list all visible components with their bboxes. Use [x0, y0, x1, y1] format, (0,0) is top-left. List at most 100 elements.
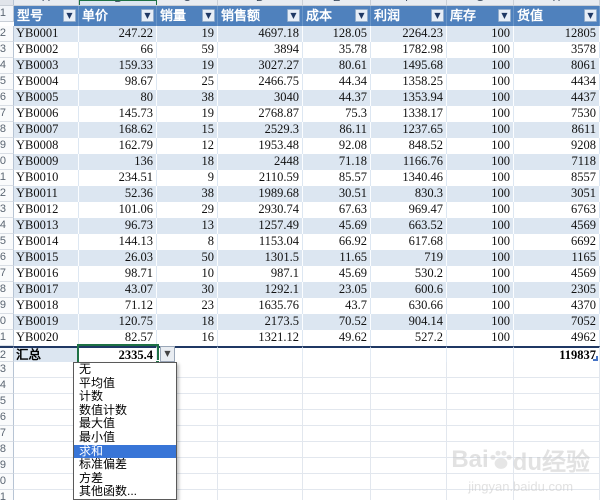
row-number-21[interactable]: 21 — [0, 330, 14, 346]
empty-cell[interactable] — [303, 458, 371, 474]
dropdown-option-无[interactable]: 无 — [79, 363, 92, 376]
cell-sales_revenue[interactable]: 2529.3 — [218, 122, 303, 138]
row-number-25[interactable]: 25 — [0, 394, 14, 410]
cell-sales_qty[interactable]: 30 — [157, 282, 218, 298]
filter-button-stock[interactable]: ▼ — [498, 9, 511, 22]
cell-unit_price[interactable]: 120.75 — [79, 314, 157, 330]
cell-profit[interactable]: 630.66 — [371, 298, 447, 314]
cell-unit_price[interactable]: 96.73 — [79, 218, 157, 234]
cell-model[interactable]: YB0007 — [14, 122, 79, 138]
filter-button-sales_qty[interactable]: ▼ — [202, 9, 215, 22]
row-number-18[interactable]: 18 — [0, 282, 14, 298]
summary-cell[interactable] — [447, 346, 514, 362]
empty-cell[interactable] — [303, 426, 371, 442]
row-number-28[interactable]: 28 — [0, 442, 14, 458]
cell-sales_revenue[interactable]: 2466.75 — [218, 74, 303, 90]
cell-model[interactable]: YB0011 — [14, 186, 79, 202]
cell-cost[interactable]: 70.52 — [303, 314, 371, 330]
column-header-profit[interactable]: 利润 ▼ — [371, 6, 447, 26]
cell-stock_value[interactable]: 4370 — [514, 298, 600, 314]
cell-model[interactable]: YB0003 — [14, 58, 79, 74]
table-resize-handle[interactable] — [593, 356, 598, 361]
filter-button-cost[interactable]: ▼ — [355, 9, 368, 22]
cell-unit_price[interactable]: 247.22 — [79, 26, 157, 42]
cell-sales_revenue[interactable]: 1953.48 — [218, 138, 303, 154]
empty-cell[interactable] — [14, 362, 79, 378]
empty-cell[interactable] — [303, 394, 371, 410]
cell-profit[interactable]: 1166.76 — [371, 154, 447, 170]
cell-stock_value[interactable]: 4569 — [514, 218, 600, 234]
cell-model[interactable]: YB0009 — [14, 154, 79, 170]
cell-cost[interactable]: 86.11 — [303, 122, 371, 138]
cell-stock[interactable]: 100 — [447, 154, 514, 170]
cell-unit_price[interactable]: 145.73 — [79, 106, 157, 122]
cell-sales_qty[interactable]: 59 — [157, 42, 218, 58]
cell-unit_price[interactable]: 159.33 — [79, 58, 157, 74]
cell-cost[interactable]: 67.63 — [303, 202, 371, 218]
filter-button-sales_revenue[interactable]: ▼ — [287, 9, 300, 22]
cell-stock[interactable]: 100 — [447, 298, 514, 314]
cell-stock_value[interactable]: 3578 — [514, 42, 600, 58]
empty-cell[interactable] — [447, 394, 514, 410]
empty-cell[interactable] — [447, 458, 514, 474]
empty-cell[interactable] — [514, 458, 600, 474]
empty-cell[interactable] — [218, 410, 303, 426]
cell-cost[interactable]: 45.69 — [303, 218, 371, 234]
dropdown-option-最大值[interactable]: 最大值 — [79, 417, 116, 431]
summary-cell[interactable] — [303, 346, 371, 362]
cell-sales_revenue[interactable]: 1301.5 — [218, 250, 303, 266]
filter-button-unit_price[interactable]: ▼ — [141, 9, 154, 22]
row-number-17[interactable]: 17 — [0, 266, 14, 282]
dropdown-option-最小值[interactable]: 最小值 — [79, 430, 116, 444]
cell-model[interactable]: YB0002 — [14, 42, 79, 58]
empty-cell[interactable] — [371, 394, 447, 410]
cell-sales_revenue[interactable]: 1153.04 — [218, 234, 303, 250]
cell-stock_value[interactable]: 8061 — [514, 58, 600, 74]
cell-cost[interactable]: 75.3 — [303, 106, 371, 122]
empty-cell[interactable] — [447, 362, 514, 378]
cell-unit_price[interactable]: 162.79 — [79, 138, 157, 154]
cell-sales_qty[interactable]: 16 — [157, 330, 218, 346]
cell-stock[interactable]: 100 — [447, 106, 514, 122]
empty-cell[interactable] — [514, 474, 600, 490]
row-number-12[interactable]: 12 — [0, 186, 14, 202]
cell-stock_value[interactable]: 4434 — [514, 74, 600, 90]
column-letter-E[interactable]: E — [303, 0, 371, 5]
row-number-15[interactable]: 15 — [0, 234, 14, 250]
empty-cell[interactable] — [447, 426, 514, 442]
cell-unit_price[interactable]: 52.36 — [79, 186, 157, 202]
column-header-stock_value[interactable]: 货值 ▼ — [514, 6, 600, 26]
cell-cost[interactable]: 80.61 — [303, 58, 371, 74]
cell-profit[interactable]: 530.2 — [371, 266, 447, 282]
cell-stock_value[interactable]: 1165 — [514, 250, 600, 266]
cell-sales_qty[interactable]: 50 — [157, 250, 218, 266]
row-number-24[interactable]: 24 — [0, 378, 14, 394]
dropdown-option-数值计数[interactable]: 数值计数 — [79, 403, 128, 417]
cell-profit[interactable]: 904.14 — [371, 314, 447, 330]
cell-model[interactable]: YB0020 — [14, 330, 79, 346]
row-number-6[interactable]: 6 — [0, 90, 14, 106]
cell-stock_value[interactable]: 6763 — [514, 202, 600, 218]
cell-stock_value[interactable]: 6692 — [514, 234, 600, 250]
cell-stock[interactable]: 100 — [447, 314, 514, 330]
cell-stock[interactable]: 100 — [447, 266, 514, 282]
empty-cell[interactable] — [514, 490, 600, 500]
empty-cell[interactable] — [157, 490, 218, 500]
cell-sales_qty[interactable]: 19 — [157, 26, 218, 42]
cell-unit_price[interactable]: 43.07 — [79, 282, 157, 298]
cell-sales_revenue[interactable]: 1257.49 — [218, 218, 303, 234]
cell-stock_value[interactable]: 9208 — [514, 138, 600, 154]
empty-cell[interactable] — [303, 378, 371, 394]
column-letter-D[interactable]: D — [218, 0, 303, 5]
empty-cell[interactable] — [447, 378, 514, 394]
row-number-30[interactable]: 30 — [0, 474, 14, 490]
row-number-22[interactable]: 22 — [0, 346, 14, 362]
cell-stock[interactable]: 100 — [447, 90, 514, 106]
column-letter-F[interactable]: F — [371, 0, 447, 5]
cell-unit_price[interactable]: 26.03 — [79, 250, 157, 266]
column-header-model[interactable]: 型号 ▼ — [14, 6, 79, 26]
row-number-13[interactable]: 13 — [0, 202, 14, 218]
empty-cell[interactable] — [218, 442, 303, 458]
empty-cell[interactable] — [14, 410, 79, 426]
cell-model[interactable]: YB0013 — [14, 218, 79, 234]
